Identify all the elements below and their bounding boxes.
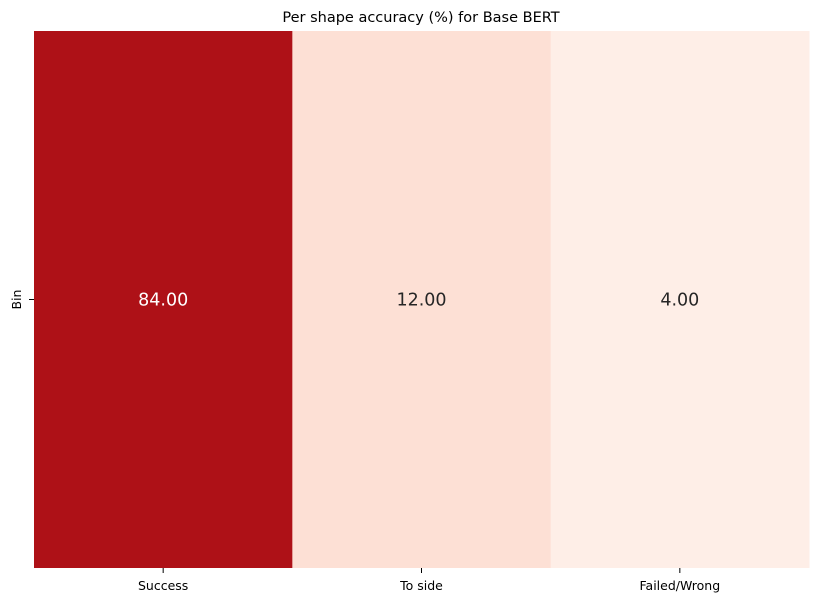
heatmap-cell <box>550 31 810 568</box>
y-axis: Bin <box>9 290 34 310</box>
heatmap-cell <box>34 31 293 568</box>
cell-value-label: 12.00 <box>396 291 446 311</box>
chart-title: Per shape accuracy (%) for Base BERT <box>282 10 559 26</box>
x-tick-label: To side <box>399 578 443 593</box>
x-axis: Success To side Failed/Wrong <box>138 568 720 593</box>
y-tick-label: Bin <box>9 290 24 310</box>
x-tick-label: Success <box>138 578 188 593</box>
cell-value-label: 84.00 <box>138 291 188 311</box>
heatmap-cell-labels: 84.00 12.00 4.00 <box>138 291 699 311</box>
cell-value-label: 4.00 <box>660 291 699 311</box>
heatmap-cells <box>34 31 810 568</box>
heatmap-cell <box>292 31 552 568</box>
x-tick-label: Failed/Wrong <box>640 578 721 593</box>
